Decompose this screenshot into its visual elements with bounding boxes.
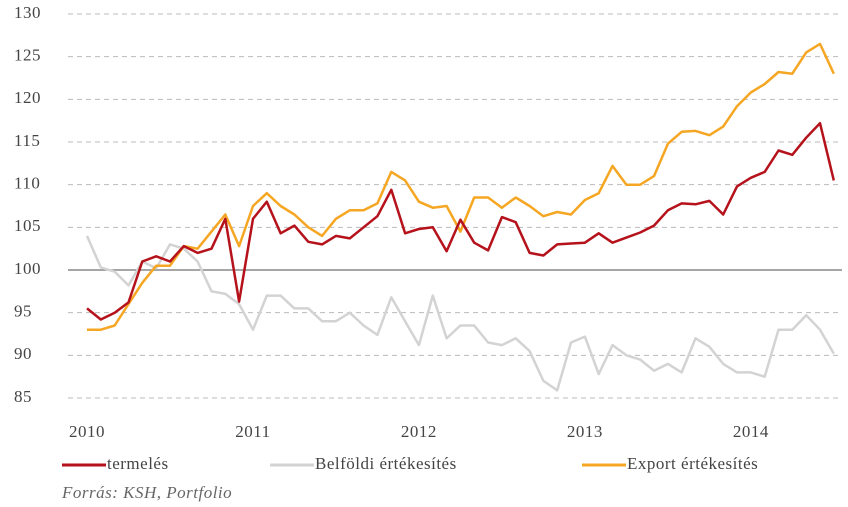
y-tick-label: 115: [14, 131, 40, 150]
series-line: [86, 121, 836, 321]
y-tick-label: 110: [14, 174, 40, 193]
x-tick-label: 2012: [401, 422, 437, 441]
y-tick-label: 85: [14, 387, 32, 406]
x-tick-label: 2013: [567, 422, 603, 441]
y-tick-label: 105: [14, 216, 41, 235]
x-tick-label: 2011: [235, 422, 270, 441]
legend-label: Export értékesítés: [627, 454, 758, 473]
series-line: [87, 42, 835, 331]
source: Forrás: KSH, Portfolio: [61, 483, 232, 502]
y-tick-label: 95: [14, 302, 32, 321]
x-tick-label: 2014: [733, 422, 769, 441]
y-tick-label: 100: [14, 259, 41, 278]
y-tick-label: 90: [14, 344, 32, 363]
y-tick-label: 125: [14, 46, 41, 65]
y-tick-label: 120: [14, 88, 41, 107]
legend-label: termelés: [107, 454, 169, 473]
legend-label: Belföldi értékesítés: [315, 454, 457, 473]
series-line: [85, 235, 835, 392]
x-tick-label: 2010: [69, 422, 105, 441]
y-tick-label: 130: [14, 3, 41, 22]
